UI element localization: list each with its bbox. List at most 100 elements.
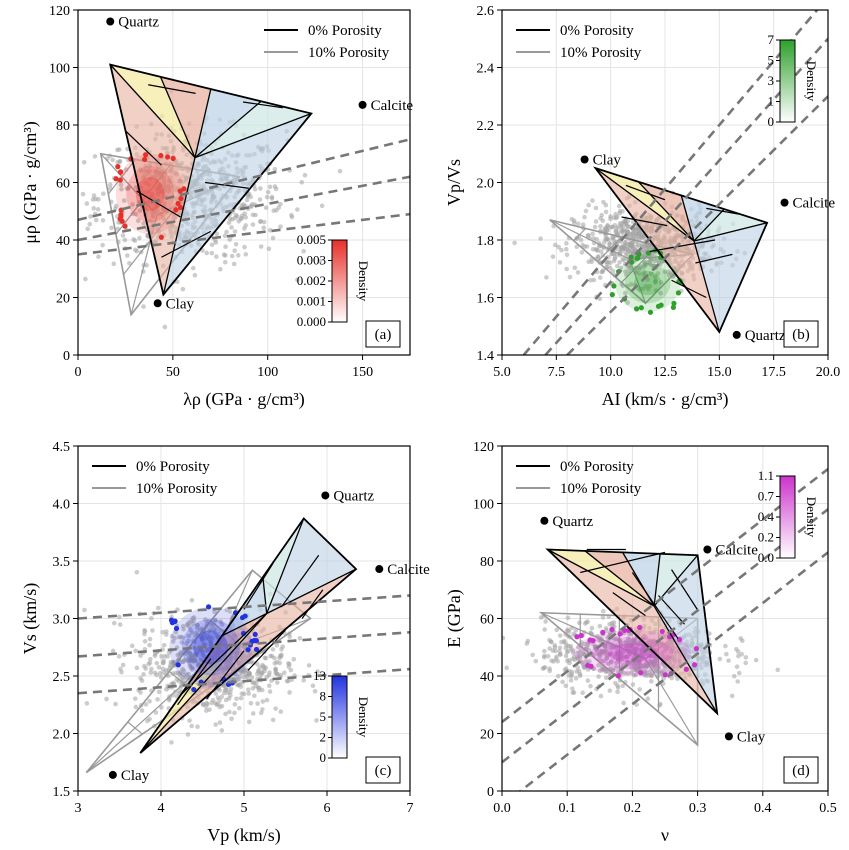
gray-point <box>612 222 618 228</box>
gray-point <box>621 700 626 706</box>
gray-point <box>550 254 556 259</box>
gray-point <box>575 665 580 670</box>
gray-point <box>162 324 168 330</box>
gray-point <box>594 247 600 253</box>
gray-point <box>109 225 114 231</box>
gray-point <box>88 214 93 219</box>
panel-label-box <box>783 320 819 348</box>
mineral-label-clay: Clay <box>121 768 150 784</box>
gray-point <box>552 242 558 248</box>
gray-point <box>272 166 278 172</box>
gray-point <box>643 283 649 289</box>
template-0-line <box>194 100 262 159</box>
density-contour <box>591 636 674 670</box>
template-sector <box>194 101 312 158</box>
gray-point <box>541 654 547 660</box>
gray-point <box>208 643 214 648</box>
mineral-label-calcite: Calcite <box>715 543 758 559</box>
gray-point <box>164 687 169 692</box>
y-tick-label: 80 <box>56 119 70 134</box>
gray-point <box>245 687 251 692</box>
gray-point <box>575 270 581 275</box>
template-0-line <box>580 551 666 574</box>
legend-label: 10% Porosity <box>136 481 218 497</box>
density-point <box>158 152 164 159</box>
template-sector <box>160 76 211 158</box>
gray-point <box>594 236 599 242</box>
gray-point <box>144 262 149 268</box>
gray-point <box>563 653 569 659</box>
density-point <box>122 223 128 229</box>
gray-point <box>222 259 228 265</box>
template-0-line <box>671 569 699 611</box>
gray-point <box>135 218 141 224</box>
gray-point <box>117 622 123 627</box>
template-10-line <box>540 612 646 660</box>
gray-point <box>597 623 603 629</box>
gray-point <box>147 642 152 648</box>
mineral-point-quartz <box>106 17 115 26</box>
gray-point <box>161 642 167 648</box>
template-sector <box>622 552 661 607</box>
y-tick-label: 20 <box>480 728 494 743</box>
gray-point <box>724 651 729 657</box>
gray-point <box>163 632 169 637</box>
template-10-line <box>628 258 647 304</box>
gray-point <box>608 216 613 222</box>
density-point <box>191 686 197 693</box>
y-axis-label: Vs (km/s) <box>20 583 41 655</box>
colorbar-tick-label: 0.005 <box>297 232 326 247</box>
template-0-line <box>595 167 695 242</box>
gray-point <box>190 265 196 271</box>
gray-point <box>569 216 575 222</box>
gray-point <box>93 217 99 223</box>
gray-point <box>608 260 613 266</box>
gray-point <box>56 162 61 167</box>
gray-point <box>249 675 255 680</box>
y-axis-label: μρ (GPa · g/cm³) <box>20 121 41 244</box>
density-contour <box>115 153 185 235</box>
template-0-line <box>621 216 668 227</box>
template-0-line <box>637 181 695 242</box>
gray-point <box>236 676 242 682</box>
gray-point <box>189 665 195 671</box>
gray-point <box>556 244 561 250</box>
gray-point <box>141 304 146 309</box>
colorbar-tick-label: 8 <box>320 689 327 704</box>
gray-point <box>201 642 206 647</box>
density-point <box>662 672 668 678</box>
gray-point <box>234 696 239 702</box>
density-point <box>173 207 179 213</box>
gray-point <box>717 656 723 662</box>
gray-point <box>195 625 200 631</box>
gray-point <box>260 707 265 712</box>
density-point <box>205 604 212 610</box>
gray-point <box>734 664 740 670</box>
gray-point <box>598 693 604 699</box>
gray-point <box>275 671 280 677</box>
gray-point <box>185 732 191 737</box>
gray-point <box>566 657 572 663</box>
gray-point <box>141 672 146 677</box>
template-10-line <box>644 658 699 746</box>
gray-point <box>502 635 506 641</box>
gray-point <box>116 654 122 659</box>
gray-point <box>232 248 237 253</box>
gray-point <box>630 250 636 256</box>
template-0-line <box>136 190 181 218</box>
gray-point <box>213 722 218 727</box>
gray-point <box>616 224 622 229</box>
template-0-line <box>706 207 739 215</box>
colorbar-tick-label: 0.4 <box>758 509 775 524</box>
template-0-line <box>301 589 324 619</box>
gray-point <box>613 215 619 221</box>
x-tick-label: 6 <box>324 801 331 816</box>
gray-point <box>549 639 554 645</box>
gray-point <box>645 696 651 701</box>
mineral-label-quartz: Quartz <box>745 328 786 344</box>
gray-point <box>119 186 124 192</box>
gray-point <box>138 690 143 695</box>
y-tick-label: 2.5 <box>53 670 71 685</box>
density-point <box>637 624 643 631</box>
gray-point <box>629 631 634 637</box>
